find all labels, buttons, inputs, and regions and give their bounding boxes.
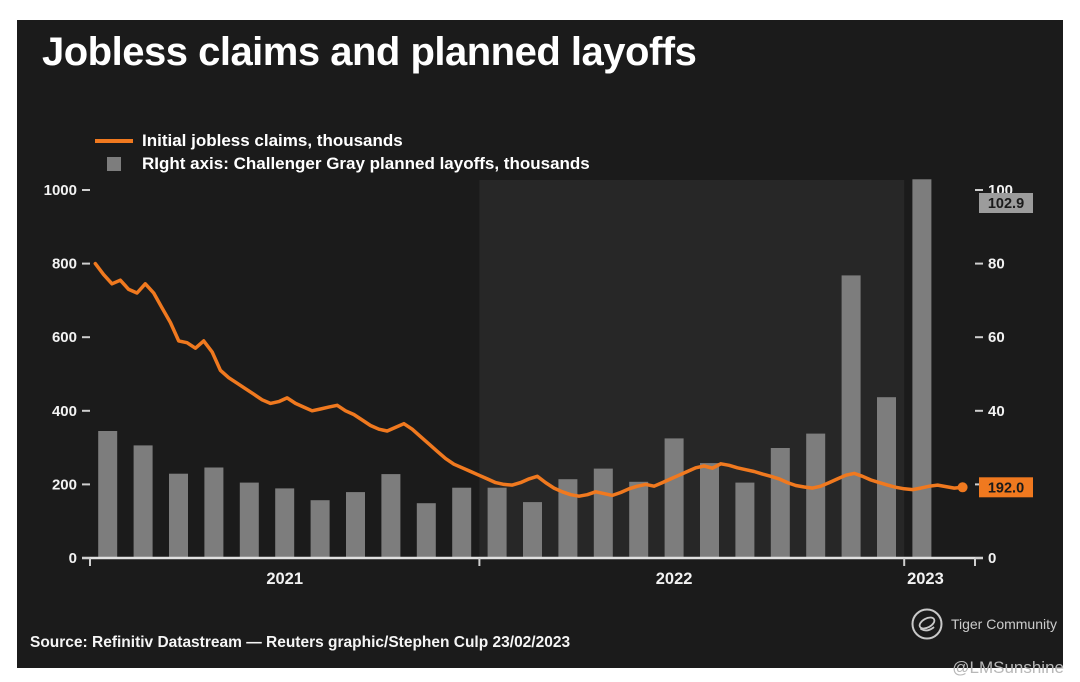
svg-text:0: 0	[69, 550, 77, 567]
layoffs-bar-Aug-2021	[310, 500, 330, 558]
value-badge-192.0	[979, 477, 1033, 498]
year-band-2022	[479, 180, 905, 558]
chart-title: Jobless claims and planned layoffs	[42, 30, 697, 74]
layoffs-bar-Feb-2022	[523, 502, 542, 558]
legend-item-layoffs: RIght axis: Challenger Gray planned layo…	[95, 153, 590, 175]
svg-text:800: 800	[52, 256, 77, 273]
layoffs-bar-Nov-2022	[841, 275, 861, 558]
layoffs-bar-Feb-2021	[98, 431, 118, 558]
source-credit: Source: Refinitiv Datastream — Reuters g…	[30, 634, 571, 651]
value-badge-102.9	[979, 193, 1033, 213]
svg-text:1000: 1000	[44, 182, 77, 199]
layoffs-bar-Oct-2021	[381, 474, 401, 558]
layoffs-bar-May-2021	[204, 467, 224, 558]
layoffs-bar-Aug-2022	[735, 482, 755, 558]
layoffs-bar-Sep-2022	[770, 448, 790, 558]
chart-panel: Jobless claims and planned layoffs Initi…	[17, 20, 1063, 668]
layoffs-bar-Jul-2022	[700, 463, 719, 558]
svg-text:400: 400	[52, 403, 77, 420]
svg-text:102.9: 102.9	[988, 196, 1024, 212]
legend-label-jobless-claims: Initial jobless claims, thousands	[142, 131, 403, 150]
layoffs-bar-May-2022	[629, 481, 649, 558]
layoffs-bar-Dec-2021	[452, 487, 472, 558]
line-series-swatch	[95, 139, 133, 143]
svg-text:80: 80	[988, 256, 1005, 273]
layoffs-bar-Apr-2021	[169, 473, 188, 558]
tiger-community-logo-icon	[911, 608, 943, 640]
layoffs-bar-Apr-2022	[593, 468, 613, 558]
svg-text:0: 0	[988, 550, 996, 567]
layoffs-bar-Sep-2021	[346, 492, 365, 558]
layoffs-bar-Nov-2021	[416, 503, 436, 558]
svg-text:2023: 2023	[907, 570, 944, 588]
svg-text:40: 40	[988, 403, 1005, 420]
layoffs-bar-Dec-2022	[877, 397, 896, 558]
svg-text:192.0: 192.0	[988, 480, 1024, 496]
tiger-community-watermark: Tiger Community	[909, 606, 1057, 642]
layoffs-bar-Jan-2022	[487, 487, 507, 558]
legend: Initial jobless claims, thousands RIght …	[95, 130, 590, 176]
line-end-dot	[957, 482, 968, 493]
layoffs-bar-Mar-2021	[133, 445, 153, 558]
svg-text:200: 200	[52, 476, 77, 493]
layoffs-bar-Jun-2021	[239, 482, 259, 558]
layoffs-bar-Oct-2022	[806, 433, 826, 558]
legend-label-layoffs: RIght axis: Challenger Gray planned layo…	[142, 154, 590, 173]
layoffs-bar-Jul-2021	[275, 488, 295, 558]
svg-text:600: 600	[52, 329, 77, 346]
svg-text:60: 60	[988, 329, 1005, 346]
layoffs-bar-Mar-2022	[558, 479, 578, 558]
tiger-community-label: Tiger Community	[950, 616, 1057, 632]
legend-item-jobless-claims: Initial jobless claims, thousands	[95, 130, 590, 152]
layoffs-bar-Jan-2023	[912, 179, 932, 559]
chart-area: 0200400600800100002040608010020212022202…	[17, 170, 1063, 595]
jobless-claims-line	[93, 261, 965, 498]
combo-chart: 0200400600800100002040608010020212022202…	[44, 179, 1033, 588]
username-watermark: @LMSunshine	[952, 658, 1064, 677]
bar-series-swatch	[107, 157, 121, 171]
svg-text:2022: 2022	[656, 570, 693, 588]
svg-text:2021: 2021	[266, 570, 303, 588]
layoffs-bar-Jun-2022	[664, 438, 684, 558]
